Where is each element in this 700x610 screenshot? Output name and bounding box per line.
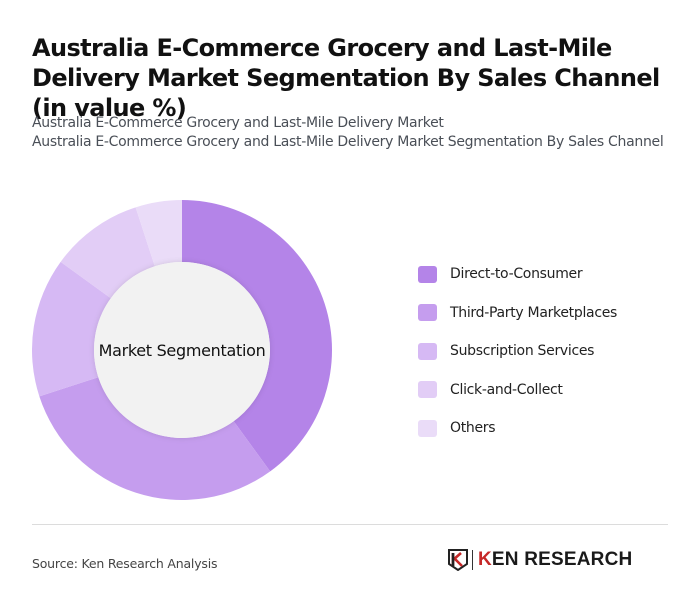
logo-text-k: K: [478, 549, 492, 570]
footer-divider: [32, 524, 668, 525]
logo-text: KEN RESEARCH: [478, 549, 632, 571]
donut-slice-click-and-collect[interactable]: [60, 207, 155, 299]
legend-item-third-party-marketplaces[interactable]: Third-Party Marketplaces: [418, 303, 617, 323]
legend-swatch: [418, 342, 437, 360]
donut-slice-others[interactable]: [135, 200, 182, 267]
legend-label: Subscription Services: [450, 343, 595, 359]
legend-swatch: [418, 265, 437, 283]
ken-research-logo: KEN RESEARCH: [448, 549, 632, 571]
legend-label: Click-and-Collect: [450, 381, 563, 398]
legend-item-others[interactable]: Others: [418, 418, 617, 438]
chart-title: Australia E-Commerce Grocery and Last-Mi…: [32, 34, 660, 122]
chart-subtitle: Australia E-Commerce Grocery and Last-Mi…: [32, 114, 672, 152]
source-note: Source: Ken Research Analysis: [32, 556, 218, 571]
legend-label: Others: [450, 420, 496, 436]
legend-swatch: [418, 304, 437, 321]
subtitle-line-1: Australia E-Commerce Grocery and Last-Mi…: [32, 115, 444, 131]
donut-hole: [94, 262, 270, 438]
legend-swatch: [418, 419, 437, 437]
logo-separator: [472, 550, 473, 570]
subtitle-line-2: Australia E-Commerce Grocery and Last-Mi…: [32, 134, 664, 150]
donut-chart: Market Segmentation: [32, 200, 332, 500]
logo-text-rest: EN RESEARCH: [491, 549, 633, 570]
legend: Direct-to-Consumer Third-Party Marketpla…: [418, 264, 617, 457]
donut-slice-direct-to-consumer[interactable]: [182, 200, 332, 472]
legend-label: Third-Party Marketplaces: [450, 304, 618, 321]
donut-svg: [32, 200, 332, 500]
legend-item-direct-to-consumer[interactable]: Direct-to-Consumer: [418, 264, 617, 284]
legend-item-subscription-services[interactable]: Subscription Services: [418, 341, 617, 361]
legend-label: Direct-to-Consumer: [450, 266, 583, 282]
legend-item-click-and-collect[interactable]: Click-and-Collect: [418, 380, 617, 400]
legend-swatch: [418, 381, 437, 398]
donut-slice-third-party-marketplaces[interactable]: [39, 377, 271, 500]
ken-research-logo-icon: [448, 549, 468, 571]
donut-slice-subscription-services[interactable]: [32, 261, 111, 397]
